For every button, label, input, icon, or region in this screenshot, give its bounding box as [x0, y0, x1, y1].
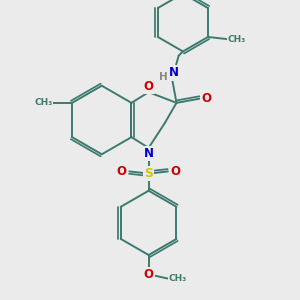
Text: CH₃: CH₃ — [168, 274, 187, 283]
Text: O: O — [144, 80, 154, 93]
Text: CH₃: CH₃ — [228, 34, 246, 43]
Text: CH₃: CH₃ — [34, 98, 52, 107]
Text: N: N — [169, 66, 179, 80]
Text: O: O — [202, 92, 212, 105]
Text: S: S — [144, 167, 153, 180]
Text: O: O — [117, 165, 127, 178]
Text: O: O — [144, 268, 154, 281]
Text: O: O — [170, 165, 180, 178]
Text: H: H — [159, 72, 168, 82]
Text: N: N — [144, 147, 154, 160]
